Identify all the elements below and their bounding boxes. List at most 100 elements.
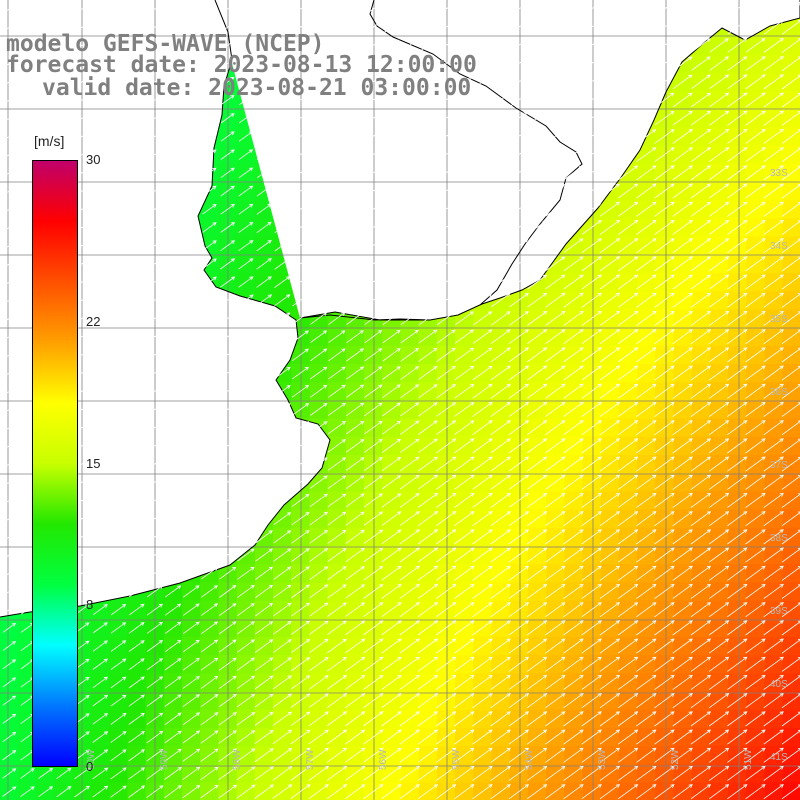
wind-cell [509, 491, 529, 511]
wind-arrow [763, 784, 784, 800]
wind-arrow [617, 565, 639, 581]
wind-arrow [599, 474, 621, 490]
wind-cell [345, 764, 365, 784]
wind-arrow [472, 383, 493, 399]
wind-arrow [381, 693, 402, 709]
wind-cell [163, 746, 183, 765]
wind-arrow [654, 420, 675, 436]
wind-arrow [363, 456, 383, 472]
wind-arrow [727, 656, 748, 672]
wind-arrow [329, 21, 345, 33]
wind-arrow [237, 457, 255, 471]
wind-cell [509, 764, 529, 784]
wind-cell [364, 400, 383, 420]
wind-arrow [22, 5, 33, 13]
wind-arrow [166, 95, 180, 105]
wind-cell [109, 673, 128, 693]
wind-cell [0, 746, 19, 765]
wind-arrow [219, 403, 236, 416]
wind-arrow [129, 349, 144, 361]
wind-arrow [237, 403, 255, 416]
wind-cell [0, 691, 19, 711]
wind-arrow [293, 112, 308, 124]
wind-arrow [310, 167, 327, 179]
wind-cell [673, 637, 693, 656]
wind-arrow [690, 365, 712, 381]
wind-arrow [708, 347, 730, 363]
wind-arrow [291, 403, 310, 416]
wind-arrow [672, 438, 693, 454]
wind-arrow [274, 276, 291, 288]
wind-cell [345, 691, 365, 711]
wind-arrow [419, 220, 437, 234]
wind-arrow [545, 492, 566, 508]
wind-arrow [617, 747, 639, 763]
wind-cell [655, 764, 674, 784]
wind-arrow [39, 150, 52, 159]
wind-arrow [237, 385, 254, 398]
wind-arrow [3, 114, 15, 123]
wind-cell [327, 655, 347, 674]
wind-cell [236, 691, 256, 711]
wind-arrow [2, 659, 17, 670]
wind-arrow [237, 566, 255, 580]
wind-arrow [2, 641, 16, 651]
wind-cell [527, 637, 547, 656]
wind-cell [273, 527, 292, 547]
wind-arrow [165, 531, 182, 543]
wind-arrow [763, 565, 784, 581]
wind-arrow [112, 59, 125, 69]
wind-arrow [763, 147, 784, 163]
wind-arrow [473, 184, 492, 198]
wind-arrow [363, 765, 384, 781]
wind-cell [618, 546, 638, 565]
wind-cell [400, 673, 420, 693]
wind-cell [728, 218, 747, 238]
wind-arrow [219, 530, 237, 544]
wind-cell [637, 327, 656, 347]
wind-arrow [745, 620, 766, 636]
wind-arrow [111, 367, 126, 379]
wind-cell [637, 455, 656, 474]
wind-cell [709, 327, 729, 347]
wind-cell [709, 709, 729, 729]
wind-arrow [238, 294, 254, 306]
wind-cell [436, 418, 456, 438]
wind-arrow [564, 20, 583, 34]
wind-arrow [581, 656, 602, 672]
wind-arrow [708, 110, 730, 126]
wind-arrow [763, 547, 784, 563]
wind-arrow [93, 204, 107, 214]
wind-cell [746, 728, 765, 747]
wind-cell [546, 564, 565, 583]
wind-cell [691, 764, 711, 784]
wind-arrow [110, 767, 127, 780]
wind-arrow [636, 310, 657, 326]
wind-arrow [292, 167, 309, 179]
wind-arrow [436, 420, 457, 435]
wind-arrow [581, 201, 602, 217]
wind-cell [618, 564, 638, 583]
wind-arrow [654, 656, 675, 672]
wind-arrow [382, 257, 401, 271]
wind-arrow [581, 711, 602, 727]
wind-arrow [708, 165, 730, 181]
wind-cell [473, 600, 492, 620]
wind-arrow [781, 438, 800, 454]
wind-arrow [310, 366, 328, 380]
wind-arrow [364, 293, 383, 307]
wind-cell [91, 709, 110, 729]
wind-arrow [130, 131, 144, 142]
wind-arrow [310, 257, 327, 270]
wind-arrow [654, 693, 675, 709]
latitude-label: 38S [770, 533, 788, 544]
wind-arrow [346, 293, 364, 307]
wind-arrow [291, 602, 310, 617]
wind-arrow [202, 76, 217, 87]
wind-cell [418, 600, 438, 620]
wind-arrow [292, 348, 309, 362]
colorbar-tick-label: 22 [86, 313, 101, 329]
wind-cell [491, 691, 511, 711]
wind-arrow [490, 693, 511, 709]
